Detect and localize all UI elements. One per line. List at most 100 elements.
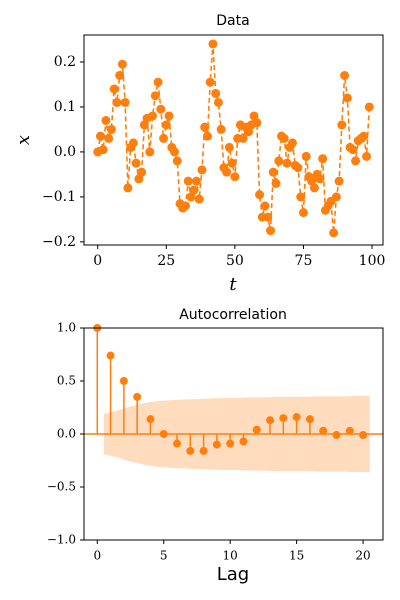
data-point [224, 142, 234, 152]
data-point [351, 156, 361, 166]
data-point [359, 131, 369, 141]
y-tick-label: −0.1 [42, 189, 76, 205]
data-point [180, 201, 190, 211]
data-point [318, 154, 328, 164]
data-point [128, 138, 138, 148]
data-point [106, 124, 116, 134]
data-point [137, 167, 147, 177]
x-tick-label: 5 [160, 549, 168, 563]
data-point [139, 120, 149, 130]
data-point [148, 111, 158, 121]
x-tick-label: 25 [157, 253, 175, 269]
stem-marker [173, 439, 182, 448]
data-point [145, 147, 155, 157]
data-point [117, 59, 127, 69]
data-point [296, 192, 306, 202]
x-tick-label: 15 [289, 549, 304, 563]
y-tick-label: −1.0 [47, 533, 76, 547]
data-point [315, 174, 325, 184]
data-point [120, 97, 130, 107]
data-point [109, 84, 119, 94]
stem-marker [266, 416, 275, 425]
data-point [170, 147, 180, 157]
data-point [131, 158, 141, 168]
x-tick-label: 100 [359, 253, 386, 269]
stem-marker [345, 426, 354, 435]
y-tick-label: 0.0 [54, 144, 76, 160]
data-point [227, 158, 237, 168]
y-tick-label: 0.0 [57, 427, 76, 441]
data-line [96, 43, 371, 233]
y-tick-label: 1.0 [57, 321, 76, 335]
data-point [266, 226, 276, 236]
data-point [331, 192, 341, 202]
data-point [348, 145, 358, 155]
data-point [123, 183, 133, 193]
stem-marker [146, 415, 155, 424]
data-point [301, 151, 311, 161]
data-point [238, 133, 248, 143]
data-point [309, 183, 319, 193]
data-point [191, 176, 201, 186]
data-point [342, 93, 352, 103]
data-point [362, 151, 372, 161]
data-point [112, 97, 122, 107]
stem-marker [332, 431, 341, 440]
data-point [364, 102, 374, 112]
x-tick-label: 20 [355, 549, 370, 563]
stem-marker [212, 440, 221, 449]
stem-marker [359, 431, 368, 440]
data-point [334, 176, 344, 186]
data-point [208, 39, 218, 49]
data-point [200, 122, 210, 132]
data-point [172, 156, 182, 166]
x-tick-label: 75 [295, 253, 313, 269]
data-point [274, 156, 284, 166]
plot-frame [83, 327, 384, 541]
stem-marker [186, 446, 195, 455]
y-axis-label: x [13, 135, 34, 145]
data-point [134, 174, 144, 184]
stem-marker [159, 430, 168, 438]
data-point [307, 176, 317, 186]
data-point [104, 133, 114, 143]
chart-title: Autocorrelation [179, 307, 287, 323]
x-axis-label: t [229, 274, 237, 295]
data-point [205, 77, 215, 87]
stem-marker [133, 392, 142, 401]
y-tick-label: −0.5 [47, 480, 76, 494]
data-point [159, 133, 169, 143]
data-point [340, 70, 350, 80]
stem-marker [239, 437, 248, 446]
stem-marker [319, 426, 328, 435]
data-point [150, 91, 160, 101]
data-point [164, 111, 174, 121]
data-point [183, 176, 193, 186]
data-point [268, 167, 278, 177]
data-point [156, 104, 166, 114]
data-point [153, 77, 163, 87]
data-point [189, 185, 199, 195]
plot-frame [83, 34, 384, 246]
stem-marker [106, 351, 115, 360]
stem-marker [252, 425, 261, 434]
data-point [213, 97, 223, 107]
stem-marker [292, 413, 301, 422]
data-point [252, 118, 262, 128]
data-point [255, 190, 265, 200]
x-axis-label: Lag [217, 564, 249, 585]
y-tick-label: 0.5 [57, 374, 76, 388]
data-point [287, 138, 297, 148]
data-point [98, 145, 108, 155]
data-point [249, 111, 259, 121]
data-point [202, 131, 212, 141]
data-point [216, 124, 226, 134]
y-tick-label: 0.1 [54, 99, 76, 115]
y-tick-label: −0.2 [42, 234, 76, 250]
data-point [211, 88, 221, 98]
data-point [197, 165, 207, 175]
x-tick-label: 10 [223, 549, 238, 563]
chart-title: Data [216, 13, 249, 29]
